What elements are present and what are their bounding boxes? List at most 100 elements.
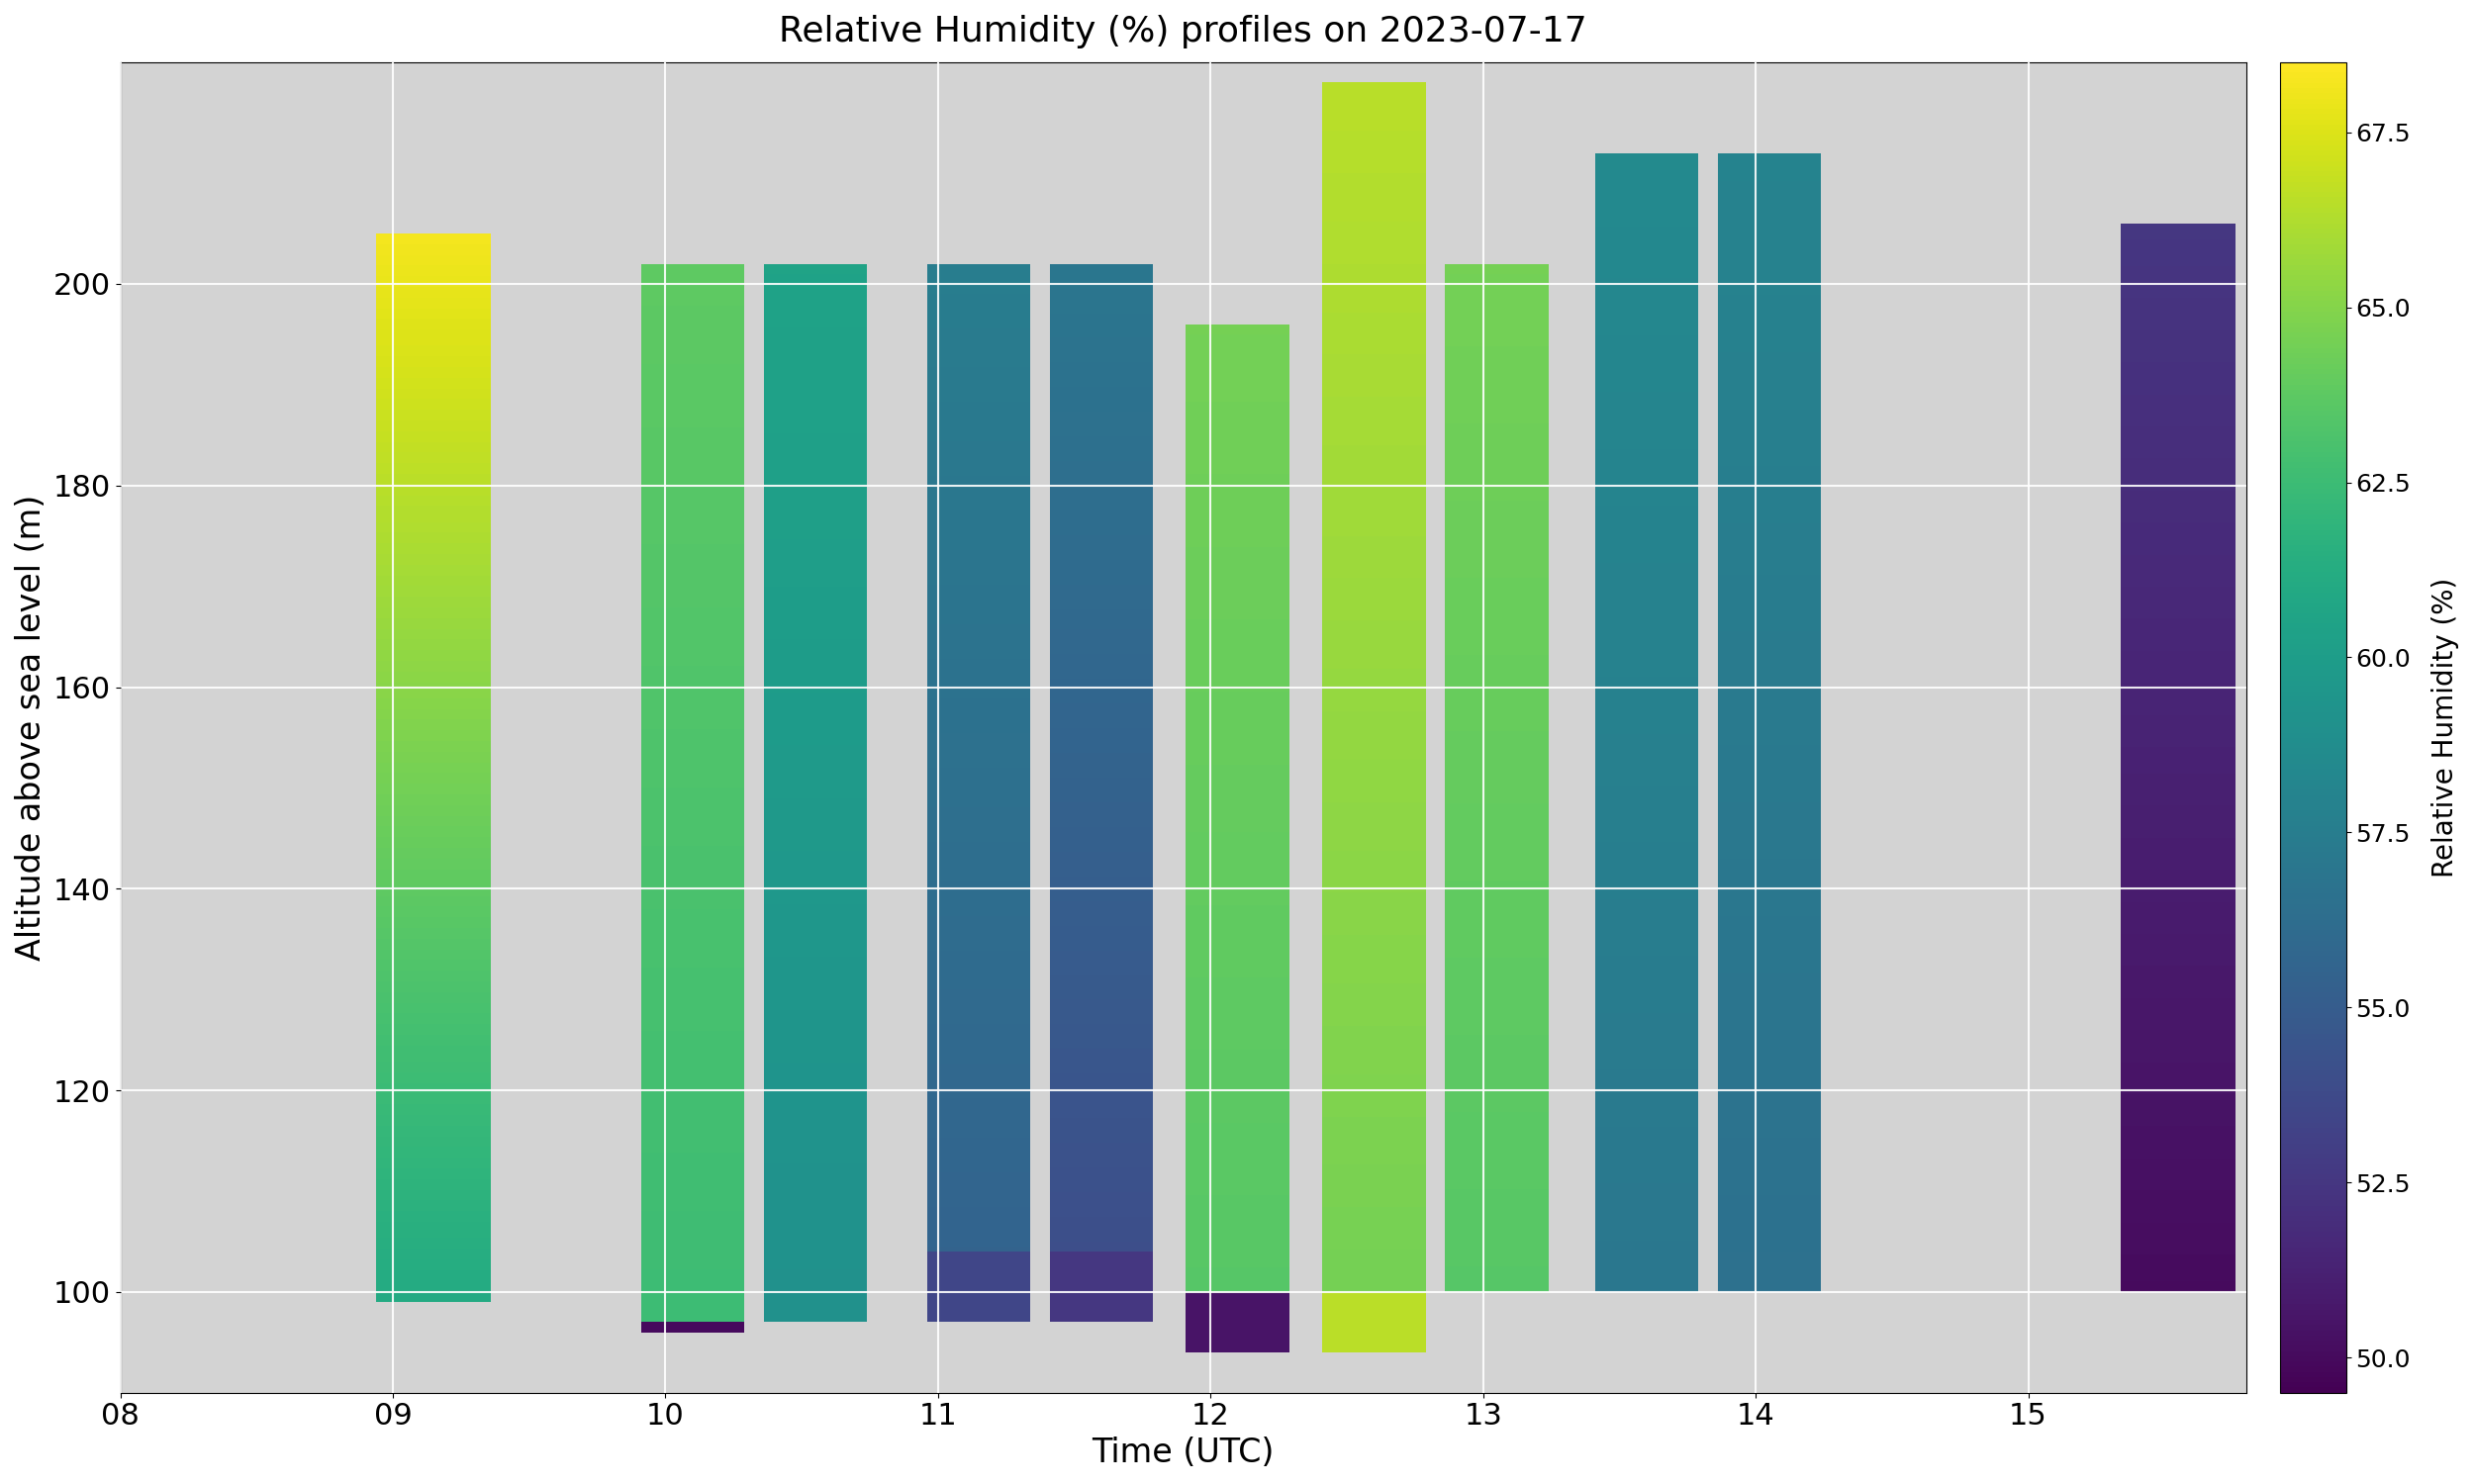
- Bar: [1185, 717, 1289, 721]
- Bar: [641, 666, 745, 671]
- Bar: [1445, 583, 1549, 588]
- Bar: [764, 920, 866, 925]
- Bar: [376, 1088, 490, 1094]
- Bar: [1717, 773, 1821, 779]
- Bar: [764, 1089, 866, 1095]
- Bar: [1185, 1074, 1289, 1079]
- Bar: [641, 1015, 745, 1021]
- Bar: [1717, 255, 1821, 261]
- Bar: [764, 830, 866, 835]
- Bar: [1049, 279, 1153, 283]
- Bar: [928, 778, 1032, 782]
- Bar: [1185, 377, 1289, 383]
- Bar: [1596, 574, 1697, 580]
- Bar: [2120, 372, 2236, 378]
- Bar: [1185, 837, 1289, 841]
- Bar: [764, 968, 866, 974]
- Bar: [1321, 567, 1425, 573]
- Bar: [1445, 1174, 1549, 1178]
- Bar: [1185, 1293, 1289, 1352]
- Bar: [2120, 1270, 2236, 1276]
- Bar: [641, 925, 745, 930]
- Bar: [1596, 289, 1697, 295]
- Bar: [1717, 586, 1821, 592]
- Bar: [1185, 1025, 1289, 1030]
- Bar: [1049, 831, 1153, 837]
- Bar: [2120, 272, 2236, 278]
- Bar: [1717, 420, 1821, 426]
- Bar: [1049, 743, 1153, 748]
- Bar: [1049, 960, 1153, 965]
- Bar: [1445, 917, 1549, 922]
- Bar: [1596, 717, 1697, 723]
- Bar: [641, 671, 745, 677]
- Bar: [764, 1254, 866, 1258]
- Bar: [1717, 1160, 1821, 1166]
- Bar: [1445, 510, 1549, 515]
- Bar: [1049, 881, 1153, 886]
- Bar: [1185, 841, 1289, 847]
- Bar: [928, 861, 1032, 867]
- Bar: [1717, 689, 1821, 695]
- Bar: [928, 714, 1032, 718]
- Bar: [641, 1116, 745, 1120]
- Bar: [641, 681, 745, 687]
- Bar: [1321, 536, 1425, 542]
- Bar: [764, 390, 866, 396]
- Bar: [764, 730, 866, 735]
- Bar: [1321, 789, 1425, 795]
- Bar: [764, 819, 866, 825]
- Bar: [1445, 402, 1549, 408]
- Bar: [764, 1058, 866, 1063]
- Bar: [641, 1106, 745, 1110]
- Bar: [2120, 224, 2236, 229]
- Bar: [1445, 830, 1549, 834]
- Bar: [1717, 261, 1821, 267]
- Y-axis label: Altitude above sea level (m): Altitude above sea level (m): [15, 494, 47, 960]
- Bar: [1049, 318, 1153, 324]
- Bar: [641, 798, 745, 803]
- Bar: [2120, 485, 2236, 491]
- Bar: [641, 1279, 745, 1285]
- Bar: [928, 332, 1032, 338]
- Bar: [1717, 472, 1821, 478]
- Bar: [1185, 852, 1289, 856]
- Bar: [641, 332, 745, 338]
- Bar: [641, 380, 745, 386]
- Bar: [1185, 638, 1289, 644]
- Bar: [1049, 950, 1153, 956]
- Bar: [641, 656, 745, 660]
- Bar: [641, 1052, 745, 1058]
- Bar: [641, 1322, 745, 1333]
- Bar: [1717, 962, 1821, 968]
- Bar: [1185, 518, 1289, 522]
- Bar: [764, 386, 866, 390]
- Bar: [1049, 1134, 1153, 1138]
- Bar: [1445, 706, 1549, 711]
- Bar: [764, 1120, 866, 1126]
- Bar: [1185, 982, 1289, 987]
- Bar: [1445, 1226, 1549, 1230]
- Bar: [641, 1153, 745, 1158]
- Bar: [1445, 742, 1549, 746]
- Bar: [764, 464, 866, 470]
- Bar: [2120, 950, 2236, 956]
- Bar: [928, 559, 1032, 565]
- Bar: [1049, 1128, 1153, 1134]
- Bar: [1185, 469, 1289, 475]
- Bar: [641, 1301, 745, 1306]
- Bar: [764, 947, 866, 951]
- Bar: [764, 353, 866, 359]
- Bar: [1185, 726, 1289, 730]
- Bar: [641, 629, 745, 634]
- Bar: [2120, 1250, 2236, 1254]
- Bar: [1321, 445, 1425, 451]
- Bar: [764, 893, 866, 899]
- Bar: [1321, 1068, 1425, 1074]
- Bar: [1596, 841, 1697, 847]
- Bar: [928, 472, 1032, 476]
- Bar: [1185, 464, 1289, 469]
- Bar: [1717, 249, 1821, 255]
- Bar: [1445, 665, 1549, 669]
- Bar: [928, 427, 1032, 432]
